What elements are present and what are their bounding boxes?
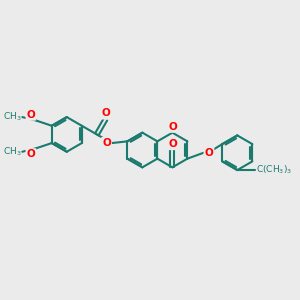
Text: O: O (205, 148, 213, 158)
Text: O: O (102, 138, 111, 148)
Text: O: O (101, 109, 110, 118)
Text: O: O (26, 110, 35, 120)
Text: O: O (168, 122, 177, 132)
Text: O: O (168, 139, 177, 149)
Text: O: O (26, 149, 35, 159)
Text: CH$_3$: CH$_3$ (3, 146, 21, 158)
Text: C(CH$_3$)$_3$: C(CH$_3$)$_3$ (256, 164, 293, 176)
Text: CH$_3$: CH$_3$ (3, 111, 21, 123)
